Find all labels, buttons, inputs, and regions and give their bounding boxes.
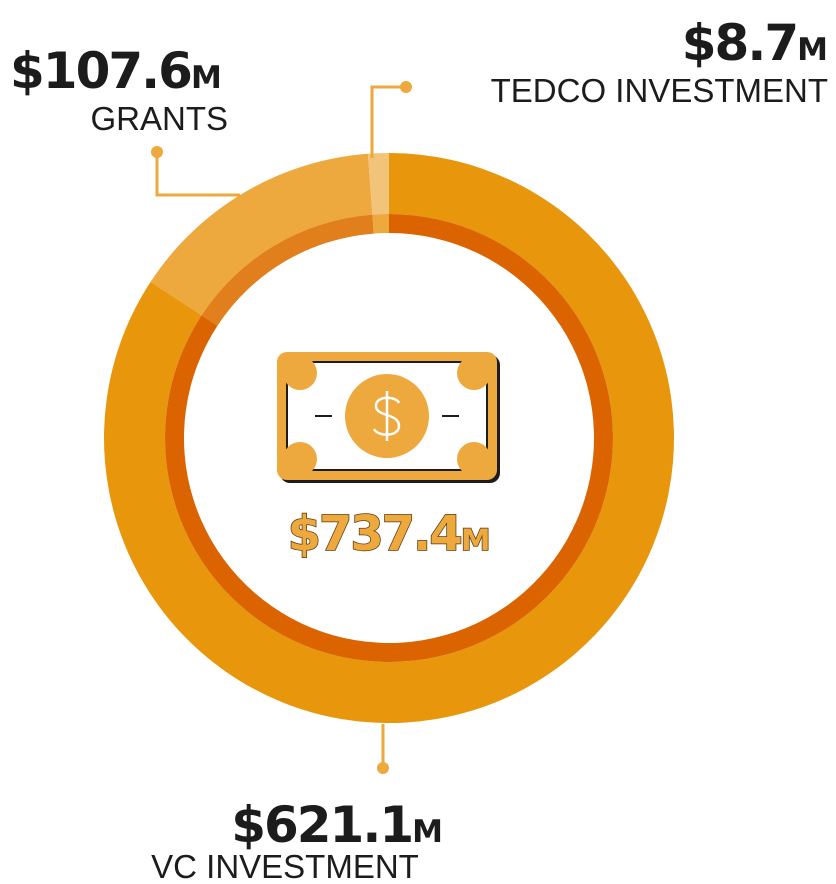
value-label: $621.1M (231, 796, 443, 854)
slice-inner (201, 214, 374, 326)
bill-corner (283, 442, 317, 476)
slice (367, 153, 389, 215)
leader-line (370, 85, 406, 158)
legend-label: TEDCO INVESTMENT (491, 72, 828, 109)
leader-dot (151, 146, 163, 158)
bill-corner (283, 356, 317, 390)
slice (150, 153, 373, 316)
legend-label: GRANTS (90, 100, 228, 137)
donut (104, 153, 675, 724)
leader-line (155, 152, 240, 197)
legend-label: VC INVESTMENT (151, 848, 419, 884)
leader-dot (377, 762, 389, 774)
bill-corner (457, 356, 491, 390)
dollar-sign (372, 391, 401, 441)
value-label: $107.6M (10, 42, 222, 100)
total-label: $737.4M (288, 506, 491, 562)
money-icon (277, 352, 500, 483)
value-label: $8.7M (682, 14, 828, 72)
slice-inner (372, 214, 389, 234)
leader-dot (400, 81, 412, 93)
bill-corner (457, 442, 491, 476)
